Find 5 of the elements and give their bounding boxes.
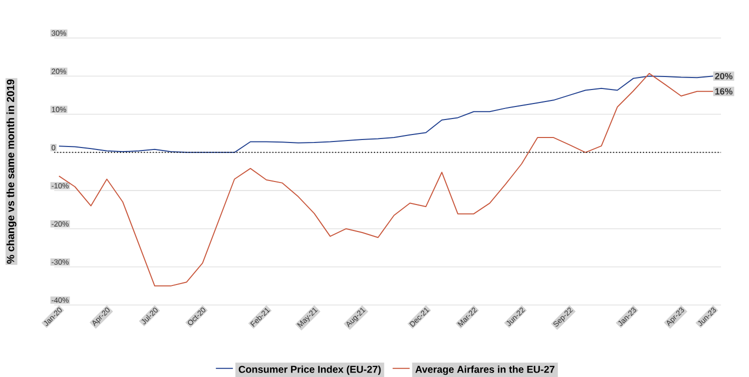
legend-label: Consumer Price Index (EU-27) [238,366,381,375]
data-label: 20% [715,72,732,80]
y-axis-title: % change vs the same month in 2019 [6,79,16,264]
legend-label: Average Airfares in the EU-27 [415,366,554,375]
data-label: 16% [715,88,732,95]
